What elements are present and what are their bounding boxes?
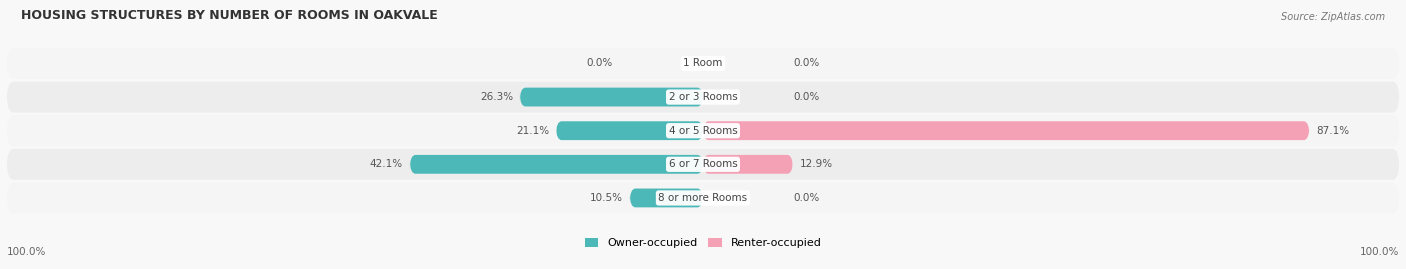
Text: 8 or more Rooms: 8 or more Rooms xyxy=(658,193,748,203)
FancyBboxPatch shape xyxy=(520,88,703,107)
Text: 12.9%: 12.9% xyxy=(800,159,832,169)
FancyBboxPatch shape xyxy=(630,189,703,207)
Text: 100.0%: 100.0% xyxy=(7,247,46,257)
FancyBboxPatch shape xyxy=(7,115,1399,146)
FancyBboxPatch shape xyxy=(411,155,703,174)
Text: 0.0%: 0.0% xyxy=(793,92,820,102)
FancyBboxPatch shape xyxy=(703,121,1309,140)
Text: Source: ZipAtlas.com: Source: ZipAtlas.com xyxy=(1281,12,1385,22)
Text: 0.0%: 0.0% xyxy=(586,58,613,68)
Text: 1 Room: 1 Room xyxy=(683,58,723,68)
Legend: Owner-occupied, Renter-occupied: Owner-occupied, Renter-occupied xyxy=(585,238,821,249)
Text: 0.0%: 0.0% xyxy=(793,58,820,68)
Text: 21.1%: 21.1% xyxy=(516,126,550,136)
FancyBboxPatch shape xyxy=(7,182,1399,213)
FancyBboxPatch shape xyxy=(7,82,1399,112)
Text: 26.3%: 26.3% xyxy=(479,92,513,102)
FancyBboxPatch shape xyxy=(703,155,793,174)
Text: 100.0%: 100.0% xyxy=(1360,247,1399,257)
Text: 42.1%: 42.1% xyxy=(370,159,404,169)
Text: HOUSING STRUCTURES BY NUMBER OF ROOMS IN OAKVALE: HOUSING STRUCTURES BY NUMBER OF ROOMS IN… xyxy=(21,9,437,22)
Text: 10.5%: 10.5% xyxy=(591,193,623,203)
Text: 0.0%: 0.0% xyxy=(793,193,820,203)
FancyBboxPatch shape xyxy=(7,48,1399,79)
Text: 6 or 7 Rooms: 6 or 7 Rooms xyxy=(669,159,737,169)
Text: 2 or 3 Rooms: 2 or 3 Rooms xyxy=(669,92,737,102)
FancyBboxPatch shape xyxy=(7,149,1399,180)
Text: 87.1%: 87.1% xyxy=(1316,126,1350,136)
FancyBboxPatch shape xyxy=(557,121,703,140)
Text: 4 or 5 Rooms: 4 or 5 Rooms xyxy=(669,126,737,136)
